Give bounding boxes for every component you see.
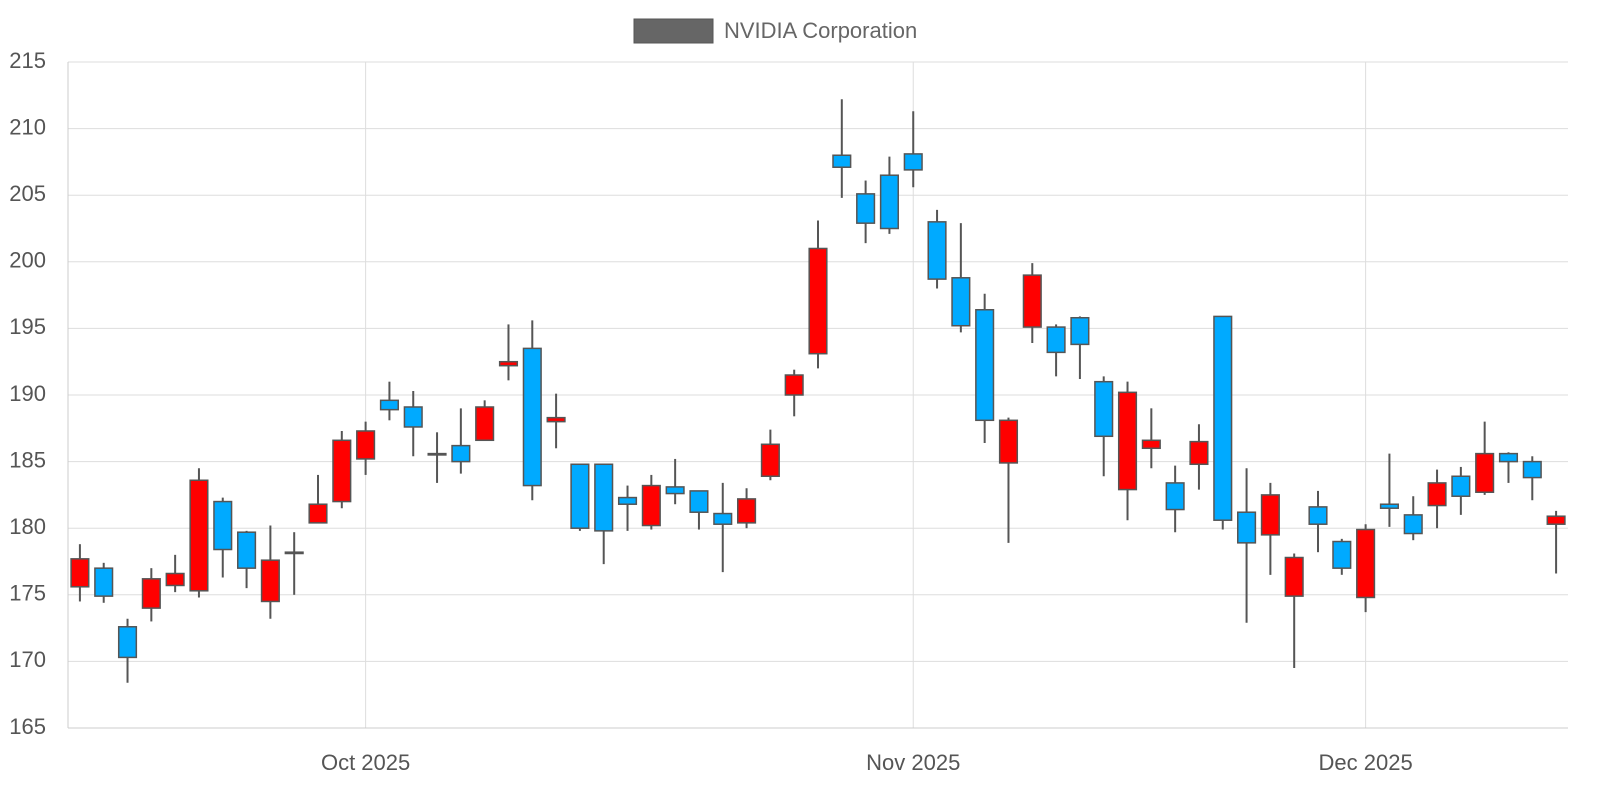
candle-body [427,452,447,456]
candle-body [498,360,519,367]
x-tick-label: Nov 2025 [866,750,960,775]
candle-body [1260,494,1280,536]
y-tick-label: 195 [9,314,46,339]
candle-body [1141,439,1161,450]
candle-body [308,503,328,524]
candle-body [1546,515,1566,525]
y-tick-label: 205 [9,181,46,206]
candle-body [284,551,304,555]
candle-body [1522,460,1542,479]
x-tick-label: Dec 2025 [1319,750,1413,775]
candle-body [975,309,995,422]
candle-body [1308,506,1328,525]
candle-body [1427,482,1447,507]
candle-body [1094,380,1114,438]
candle-body [1046,326,1066,354]
candle-body [1117,391,1138,491]
candle-body [951,277,971,327]
candle-body [451,444,471,463]
candle-body [903,153,923,171]
candle-body [641,484,661,527]
candle-body [808,247,828,355]
candle-body [213,500,233,551]
candle-body [1403,514,1423,535]
candle-body [689,490,709,513]
candle-body [1475,452,1495,493]
y-tick-label: 215 [9,48,46,73]
candle-body [1379,503,1399,509]
candle-body [546,416,566,423]
candle-body [617,496,638,505]
y-tick-label: 170 [9,647,46,672]
legend-swatch[interactable] [633,18,714,44]
candle-body [332,439,352,503]
candle-body [856,193,876,224]
candle-body [117,626,138,659]
candle-body [737,498,757,524]
candle-body [94,567,114,597]
candle-body [1070,316,1090,346]
candle-body [141,578,161,609]
candle-body [927,221,947,280]
y-tick-label: 185 [9,447,46,472]
candle-body [403,406,423,428]
candle-body [879,174,899,230]
candle-body [784,374,804,396]
y-tick-label: 200 [9,248,46,273]
candle-body [522,347,542,487]
candle-body [1356,528,1376,599]
candle-body [356,430,376,460]
y-tick-label: 180 [9,514,46,539]
candle-body [475,406,495,442]
y-tick-label: 210 [9,114,46,139]
candle-body [189,479,209,592]
candle-body [570,463,590,529]
candle-body [1022,274,1042,328]
candle-body [1498,452,1519,463]
candle-body [998,419,1019,464]
candle-body [260,559,280,603]
y-tick-label: 165 [9,714,46,739]
candle-body [1284,556,1304,597]
candle-body [760,443,780,478]
legend-label[interactable]: NVIDIA Corporation [724,18,917,43]
plot-area [70,99,1566,683]
candle-body [70,558,90,588]
x-tick-label: Oct 2025 [321,750,410,775]
grid [67,61,1568,729]
candle-body [1213,315,1233,521]
candle-body [832,154,852,168]
candle-body [237,531,257,569]
candle-body [379,399,399,411]
candle-body [1237,511,1257,544]
y-tick-label: 190 [9,381,46,406]
candle-body [1332,540,1352,569]
candle-body [665,486,685,495]
candle-body [1189,440,1209,466]
candle-body [165,572,185,587]
candle-body [1165,482,1185,511]
candle-body [713,512,733,525]
candle-body [594,463,614,532]
candle-body [1451,475,1471,497]
y-tick-label: 175 [9,581,46,606]
